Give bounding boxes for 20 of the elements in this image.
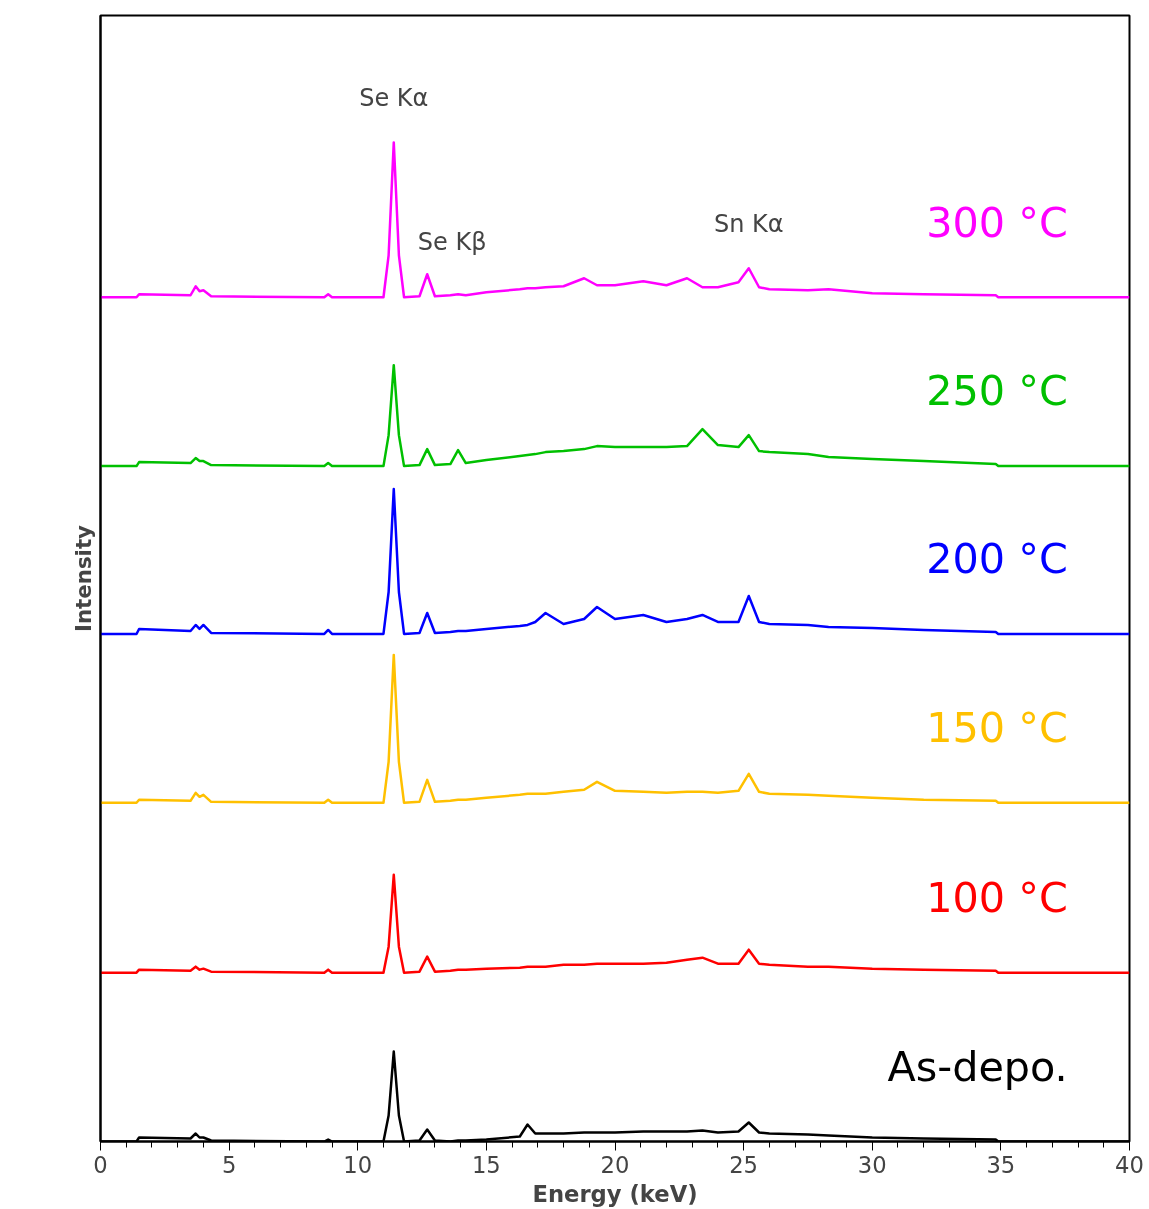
annotation: Se Kβ [417, 228, 487, 257]
series-label: 100 °C [926, 873, 1068, 922]
x-tick-label: 10 [343, 1151, 373, 1178]
x-tick-label: 20 [600, 1151, 630, 1178]
series-label: 250 °C [926, 367, 1068, 416]
y-axis-title: Intensity [70, 524, 96, 633]
x-tick-label: 5 [221, 1151, 237, 1178]
x-tick-label: 40 [1115, 1151, 1144, 1178]
series-label: As-depo. [887, 1042, 1068, 1091]
series-label: 200 °C [926, 535, 1068, 584]
series-label: 150 °C [926, 704, 1068, 753]
x-tick-label: 0 [93, 1151, 108, 1178]
annotation: Sn Kα [713, 210, 784, 239]
x-tick-label: 35 [986, 1151, 1016, 1178]
x-tick-label: 25 [729, 1151, 759, 1178]
x-axis-title: Energy (keV) [532, 1180, 698, 1207]
annotation: Se Kα [359, 84, 429, 113]
series-label: 300 °C [926, 198, 1068, 247]
x-tick-label: 30 [857, 1151, 887, 1178]
x-tick-label: 15 [471, 1151, 501, 1178]
